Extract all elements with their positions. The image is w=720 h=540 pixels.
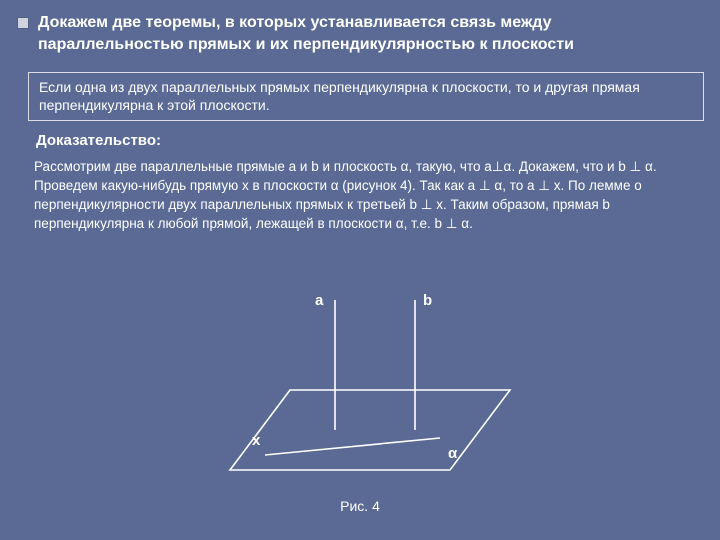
theorem-box: Если одна из двух параллельных прямых пе… [28, 72, 704, 121]
line-x [265, 438, 440, 455]
slide: Докажем две теоремы, в которых устанавли… [0, 0, 720, 540]
figure: a b x α Рис. 4 [170, 290, 550, 520]
label-a: a [315, 292, 323, 309]
label-alpha: α [448, 445, 457, 462]
label-b: b [423, 292, 432, 309]
figure-caption: Рис. 4 [170, 498, 550, 514]
geometry-diagram [170, 290, 550, 490]
proof-label: Доказательство: [36, 132, 161, 149]
slide-title: Докажем две теоремы, в которых устанавли… [38, 12, 678, 55]
label-x: x [252, 432, 260, 449]
title-bullet [18, 18, 28, 28]
proof-body: Рассмотрим две параллельные прямые a и b… [34, 158, 686, 234]
plane-alpha [230, 390, 510, 470]
